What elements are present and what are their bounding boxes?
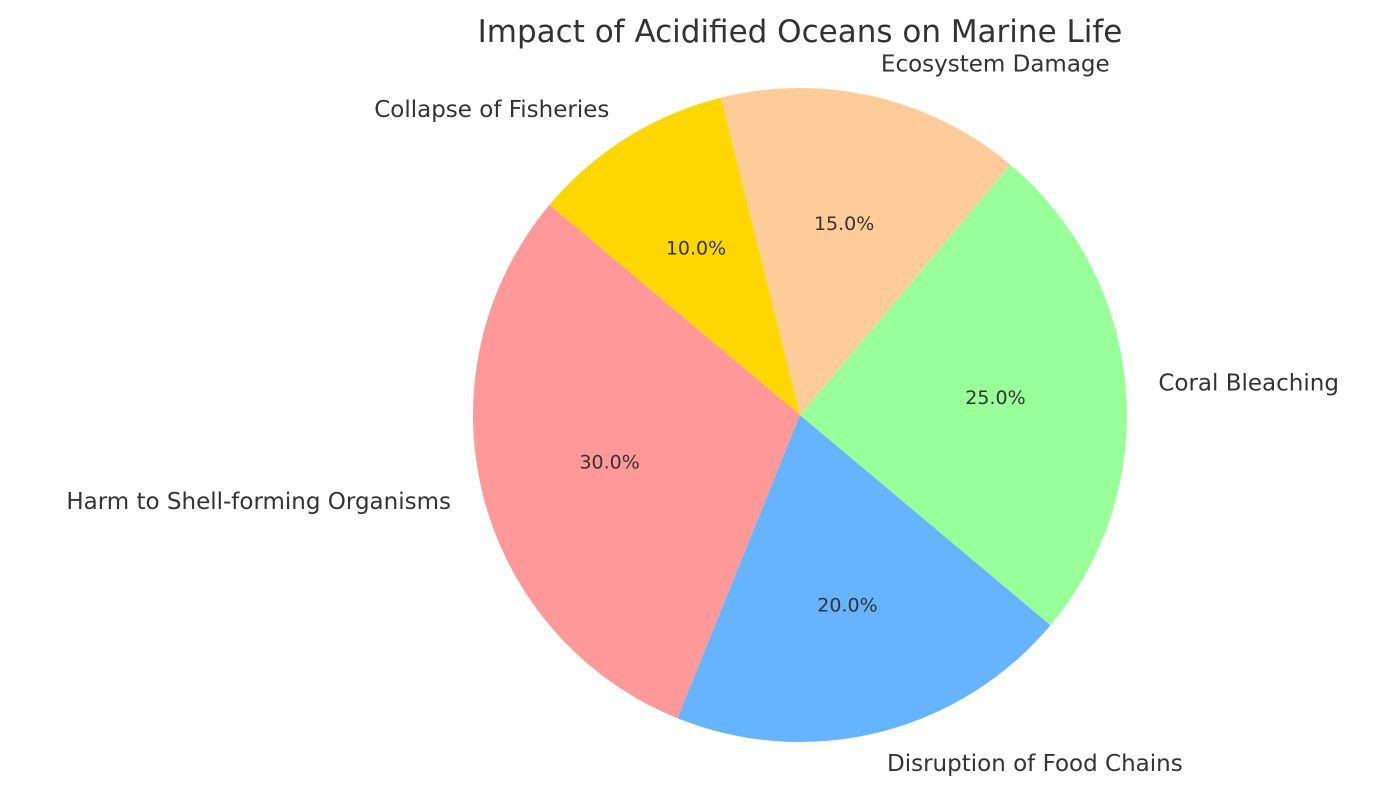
pie-slice-harm-to-shell-forming-organisms [472,204,800,719]
pct-label-collapse-of-fisheries: 10.0% [666,238,726,260]
slice-label-disruption-of-food-chains: Disruption of Food Chains [887,751,1183,777]
pct-label-disruption-of-food-chains: 20.0% [817,594,877,616]
slice-labels: Harm to Shell-forming Organisms Disruptio… [66,52,1339,777]
pie-slices [472,88,1127,743]
pct-label-coral-bleaching: 25.0% [965,387,1025,409]
pie-slice-ecosystem-damage [720,88,1011,415]
pie-slice-coral-bleaching [800,164,1127,626]
slice-label-coral-bleaching: Coral Bleaching [1158,371,1339,397]
chart-title: Impact of Acidified Oceans on Marine Lif… [478,14,1123,50]
pct-label-ecosystem-damage: 15.0% [814,213,874,235]
pie-slice-disruption-of-food-chains [677,415,1051,743]
slice-label-harm-to-shell-forming-organisms: Harm to Shell-forming Organisms [66,489,451,515]
pct-label-harm-to-shell-forming-organisms: 30.0% [579,451,639,473]
percentage-labels: 30.0% 20.0% 25.0% 15.0% 10.0% [579,213,1025,617]
slice-label-collapse-of-fisheries: Collapse of Fisheries [374,97,609,123]
slice-label-ecosystem-damage: Ecosystem Damage [881,52,1110,78]
pie-slice-collapse-of-fisheries [549,97,800,416]
